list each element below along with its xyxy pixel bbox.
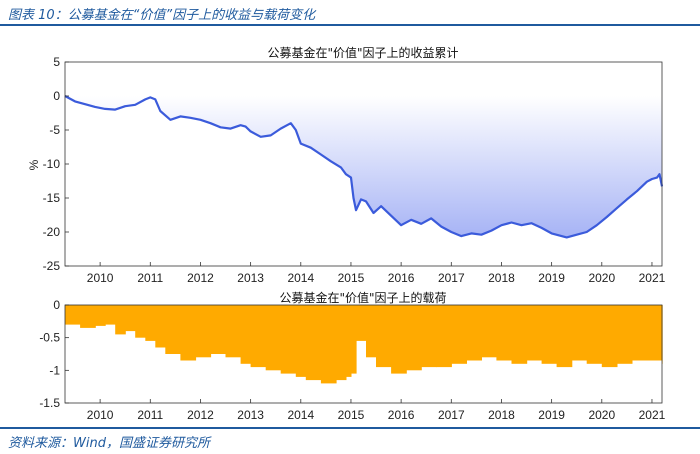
top-x-tick-label: 2016: [388, 271, 415, 285]
top-x-tick-label: 2010: [87, 271, 114, 285]
bottom-x-tick-label: 2021: [639, 408, 666, 422]
bottom-axes: 2010 2011 2012 2013 2014 2015 2016 2017 2018 2019…: [39, 298, 665, 422]
top-y-tick-label: -10: [43, 157, 61, 171]
top-x-tick-label: 2013: [237, 271, 264, 285]
loading-bar: [601, 305, 618, 368]
loading-bar: [556, 305, 573, 368]
top-x-tick-label: 2015: [338, 271, 365, 285]
loading-bar: [210, 305, 227, 354]
bottom-x-tick-label: 2014: [287, 408, 314, 422]
loading-bar: [155, 305, 166, 348]
loading-bar: [511, 305, 528, 364]
footer-rule: [0, 427, 700, 429]
top-x-tick-label: 2020: [588, 271, 615, 285]
bottom-x-tick-label: 2013: [237, 408, 264, 422]
loading-bar: [145, 305, 156, 341]
top-x-tick-label: 2017: [438, 271, 465, 285]
loading-bar: [195, 305, 212, 358]
loading-bar: [320, 305, 337, 384]
loading-bar: [646, 305, 663, 361]
loading-bar: [421, 305, 437, 368]
loading-bar: [95, 305, 106, 326]
top-x-tick-label: 2012: [187, 271, 214, 285]
top-y-tick-label: 5: [53, 55, 60, 69]
loading-bar: [65, 305, 81, 325]
loading-bar: [391, 305, 407, 374]
loading-bar: [496, 305, 513, 361]
top-axes: 2010 2011 2012 2013 2014 2015 2016 2017 2018 2019…: [43, 55, 666, 285]
figure-title: 图表 10：公募基金在“价值”因子上的收益与载荷变化: [8, 8, 316, 23]
top-x-tick-label: 2011: [137, 271, 163, 285]
loading-bar: [436, 305, 452, 368]
bottom-x-tick-label: 2019: [538, 408, 565, 422]
loading-bar: [406, 305, 422, 371]
bottom-x-tick-label: 2012: [187, 408, 214, 422]
bottom-x-tick-label: 2016: [388, 408, 415, 422]
bottom-bar-layer: [65, 305, 663, 384]
bottom-chart-title: 公募基金在"价值"因子上的载荷: [279, 290, 446, 305]
loading-bar: [225, 305, 242, 358]
loading-bar: [451, 305, 467, 364]
loading-bar: [631, 305, 648, 361]
loading-bar: [376, 305, 392, 368]
bottom-y-tick-label: -1.5: [39, 396, 60, 410]
loading-bar: [250, 305, 267, 368]
loading-bar: [295, 305, 307, 377]
bottom-y-tick-label: -1: [49, 363, 60, 377]
top-y-tick-label: -5: [49, 123, 60, 137]
header-rule: [0, 24, 700, 26]
loading-bar: [526, 305, 543, 361]
bottom-x-tick-label: 2018: [488, 408, 515, 422]
loading-bar: [240, 305, 252, 364]
top-y-tick-label: -25: [43, 259, 61, 273]
loading-bar: [356, 305, 367, 341]
bottom-x-tick-label: 2010: [87, 408, 114, 422]
loading-bar: [80, 305, 96, 328]
top-area-layer: [65, 96, 662, 238]
loading-bar: [351, 305, 357, 374]
loading-bar: [335, 305, 347, 381]
loading-bar: [265, 305, 282, 371]
bottom-x-tick-label: 2017: [438, 408, 465, 422]
loading-bar: [616, 305, 633, 364]
top-y-axis-label: %: [27, 159, 41, 170]
loading-bar: [280, 305, 297, 374]
loading-bar: [481, 305, 498, 358]
bottom-y-tick-label: 0: [53, 298, 60, 312]
loading-bar: [115, 305, 126, 335]
loading-bar: [541, 305, 558, 364]
top-x-tick-label: 2018: [488, 271, 515, 285]
bottom-axes-frame: [64, 304, 663, 404]
top-chart-title: 公募基金在"价值"因子上的收益累计: [267, 45, 458, 60]
loading-bar: [586, 305, 603, 364]
source-note: 资料来源：Wind，国盛证券研究所: [8, 436, 210, 451]
loading-bar: [165, 305, 181, 354]
top-x-tick-label: 2014: [287, 271, 314, 285]
bottom-y-tick-label: -0.5: [39, 331, 60, 345]
top-x-tick-label: 2021: [639, 271, 666, 285]
loading-bar: [135, 305, 146, 338]
loading-bar: [366, 305, 377, 358]
top-series-area: [65, 96, 662, 238]
loading-bar: [180, 305, 197, 361]
loading-bar: [105, 305, 116, 325]
top-line-layer: [64, 95, 664, 239]
top-series-line: [64, 95, 664, 239]
top-y-tick-label: -20: [43, 225, 61, 239]
bottom-x-tick-label: 2011: [137, 408, 163, 422]
bottom-x-tick-label: 2015: [338, 408, 365, 422]
loading-bar: [305, 305, 322, 381]
bottom-x-tick-label: 2020: [588, 408, 615, 422]
loading-bar: [466, 305, 482, 361]
loading-bar: [125, 305, 136, 332]
top-y-tick-label: 0: [53, 89, 60, 103]
loading-bar: [571, 305, 588, 361]
loading-bar: [345, 305, 352, 377]
top-x-tick-label: 2019: [538, 271, 565, 285]
top-y-tick-label: -15: [43, 191, 61, 205]
